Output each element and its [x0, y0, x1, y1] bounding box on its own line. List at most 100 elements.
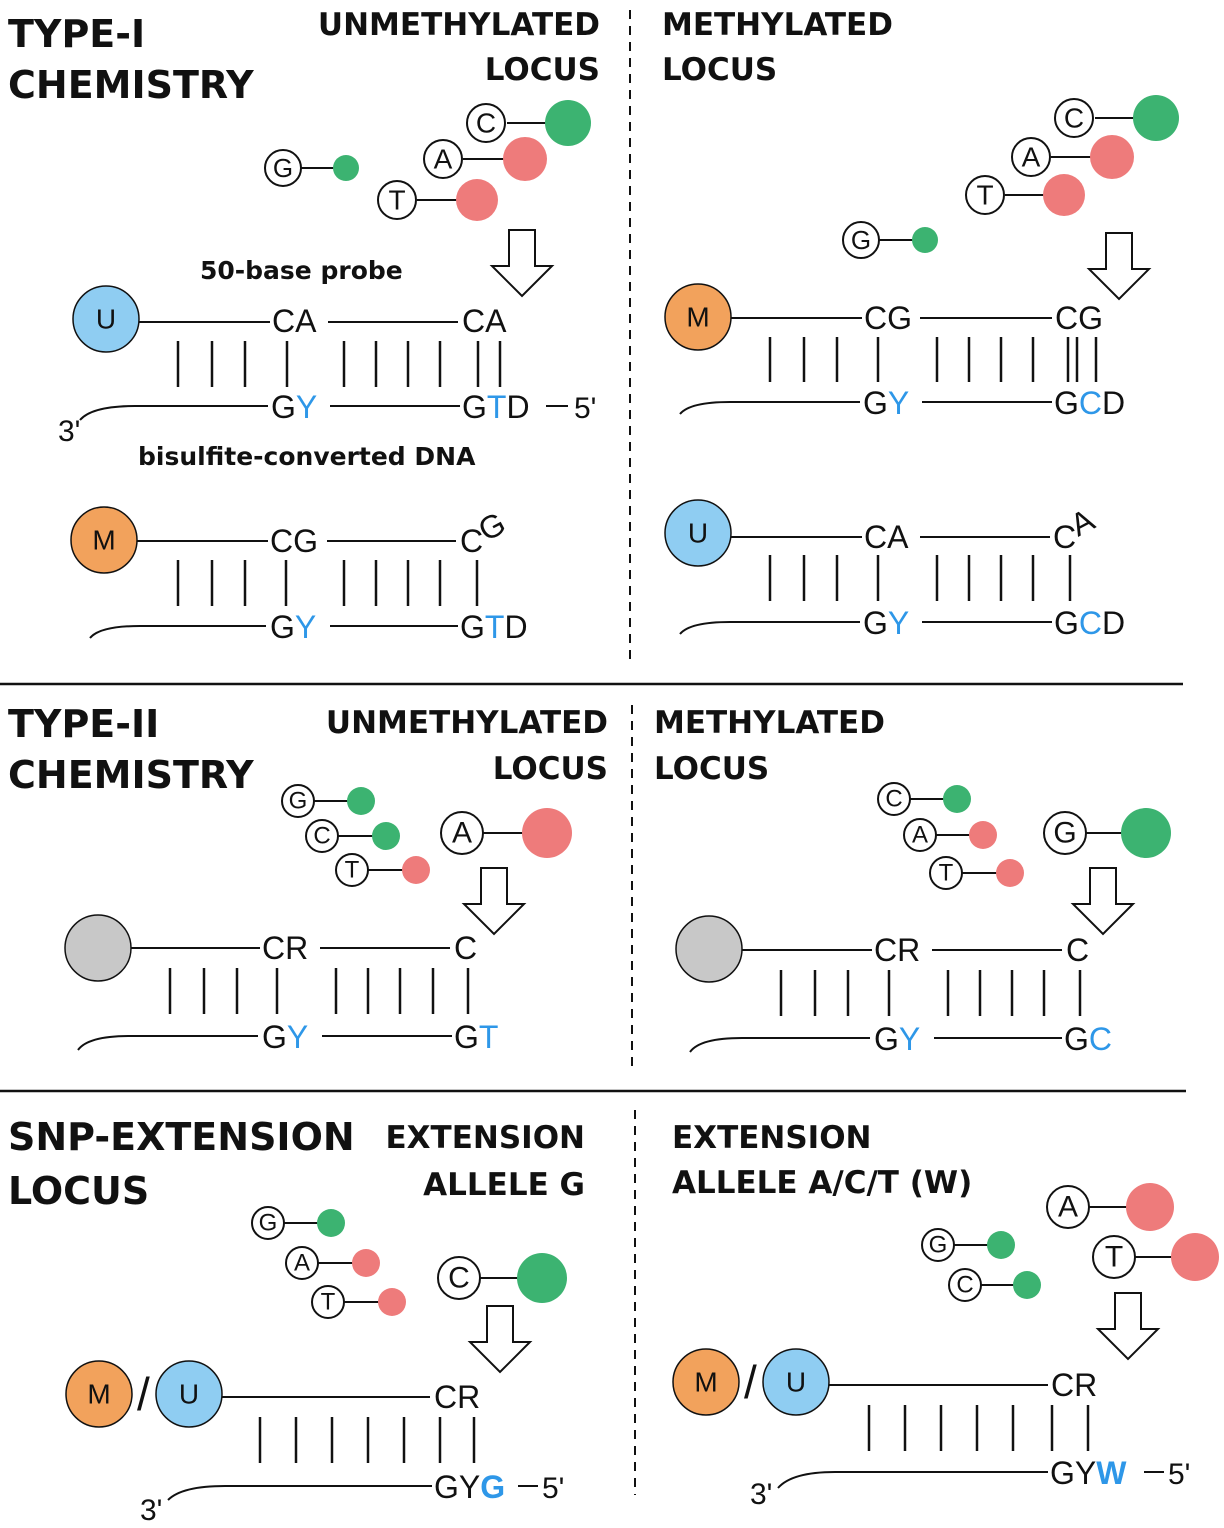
- red-dye-icon: [1043, 174, 1085, 216]
- type2-left-arrow-icon: [463, 867, 525, 935]
- type1-title-line2: CHEMISTRY: [8, 63, 254, 107]
- dna-base-a: GY: [262, 1019, 308, 1055]
- type2-right-nucleotide-t: T: [929, 856, 1024, 890]
- snp-right-nucleotide-c: C: [948, 1268, 1041, 1302]
- snp-right-nucleotide-g: G: [921, 1228, 1015, 1262]
- dna-base: GYW: [1050, 1455, 1127, 1491]
- bead-slash: /: [744, 1356, 757, 1408]
- green-dye-icon: [912, 227, 938, 253]
- probe-base-a: CA: [272, 303, 317, 339]
- type1-right-nucleotide-a: A: [1011, 135, 1134, 179]
- bead-u-icon: [762, 1348, 830, 1416]
- svg-text:T: T: [1105, 1241, 1123, 1274]
- type1-probe-label: 50-base probe: [200, 256, 403, 285]
- probe-base-b1: C: [1053, 519, 1076, 555]
- type2-title-line1: TYPE-II: [8, 702, 159, 746]
- snp-right-nucleotide-a: A: [1046, 1183, 1174, 1231]
- probe-base: CR: [1051, 1367, 1097, 1403]
- dna-base-b: GTD: [462, 389, 530, 425]
- type1-left-header-line1: UNMETHYLATED: [318, 7, 600, 43]
- red-dye-icon: [503, 137, 547, 181]
- snp-right-duplex: M / U CR 3' GYW 5': [672, 1348, 1190, 1511]
- svg-text:C: C: [885, 786, 902, 813]
- svg-text:U: U: [96, 304, 116, 335]
- dna-base-a: GY: [270, 609, 316, 645]
- snp-left-nucleotide-g: G: [251, 1206, 345, 1240]
- svg-text:A: A: [912, 822, 928, 849]
- dna-end-5: 5': [1168, 1458, 1190, 1491]
- probe-base-a: CG: [864, 300, 912, 336]
- dna-end-5: 5': [574, 392, 596, 425]
- type1-left-nucleotide-c: C: [466, 100, 591, 146]
- type2-left-duplex: CR C GY GT: [64, 914, 498, 1055]
- svg-text:A: A: [452, 817, 472, 850]
- type1-right-arrow-icon: [1088, 232, 1150, 300]
- snp-right-header-line1: EXTENSION: [672, 1120, 872, 1156]
- bead-m-icon: [672, 1348, 740, 1416]
- red-dye-icon: [996, 859, 1024, 887]
- type2-right-header-line1: METHYLATED: [654, 705, 885, 741]
- svg-text:A: A: [1022, 142, 1041, 173]
- snp-left-arrow-icon: [469, 1305, 531, 1373]
- dna-end-3: 3': [140, 1494, 162, 1527]
- red-dye-icon: [378, 1288, 406, 1316]
- red-dye-icon: [969, 821, 997, 849]
- svg-text:T: T: [976, 180, 993, 211]
- snp-right-header-line2: ALLELE A/C/T (W): [672, 1165, 972, 1201]
- green-dye-icon: [987, 1231, 1015, 1259]
- svg-text:G: G: [1053, 817, 1076, 850]
- type2-right-arrow-icon: [1072, 867, 1134, 935]
- svg-text:A: A: [434, 144, 453, 175]
- bead-u-icon: [72, 285, 140, 353]
- red-dye-icon: [1126, 1183, 1174, 1231]
- green-dye-icon: [317, 1209, 345, 1237]
- type2-left-header-line1: UNMETHYLATED: [326, 705, 608, 741]
- snp-left-nucleotide-c: C: [437, 1253, 567, 1303]
- type1-left-nucleotide-t: T: [377, 179, 498, 221]
- dna-base-b: GT: [454, 1019, 498, 1055]
- dna-end-3: 3': [58, 415, 80, 448]
- bead-u-icon: [155, 1360, 223, 1428]
- type1-left-header-line2: LOCUS: [485, 52, 600, 88]
- red-dye-icon: [352, 1249, 380, 1277]
- svg-text:C: C: [1064, 103, 1084, 134]
- green-dye-icon: [1013, 1271, 1041, 1299]
- svg-text:G: G: [929, 1232, 948, 1259]
- snp-left-header-line1: EXTENSION: [385, 1120, 585, 1156]
- dna-end-5: 5': [542, 1472, 564, 1505]
- svg-text:M: M: [92, 525, 115, 556]
- red-dye-icon: [522, 808, 572, 858]
- type2-right-duplex: CR C GY GC: [675, 915, 1112, 1057]
- svg-text:U: U: [786, 1367, 806, 1398]
- svg-text:T: T: [321, 1289, 336, 1316]
- type1-right-header-line1: METHYLATED: [662, 7, 893, 43]
- bead-neutral-icon: [64, 914, 132, 982]
- type2-left-nucleotide-t: T: [335, 853, 430, 887]
- snp-left-duplex: M / U CR 3' GYG 5': [65, 1360, 564, 1527]
- probe-base: CR: [434, 1379, 480, 1415]
- type1-left-nucleotide-a: A: [423, 137, 547, 181]
- svg-text:C: C: [476, 108, 496, 139]
- probe-base-b: C: [1066, 932, 1089, 968]
- red-dye-icon: [1171, 1233, 1219, 1281]
- dna-base-a: GY: [874, 1021, 920, 1057]
- snp-left-nucleotide-t: T: [311, 1285, 406, 1319]
- dna-base: GYG: [434, 1469, 505, 1505]
- type1-left-nucleotide-g: G: [264, 149, 359, 187]
- green-dye-icon: [1121, 808, 1171, 858]
- probe-base-a: CR: [262, 930, 308, 966]
- bead-neutral-icon: [675, 915, 743, 983]
- type1-right-nucleotide-t: T: [965, 174, 1085, 216]
- type2-right-nucleotide-g: G: [1043, 808, 1171, 858]
- green-dye-icon: [943, 785, 971, 813]
- dna-base-b: GTD: [460, 609, 528, 645]
- probe-base-b: CG: [1055, 300, 1103, 336]
- dna-base-a: GY: [863, 385, 909, 421]
- type2-left-header-line2: LOCUS: [493, 751, 608, 787]
- type1-left-bottom-duplex: M CG C G GY GTD: [70, 505, 528, 645]
- snp-title-line2: LOCUS: [8, 1169, 149, 1213]
- svg-text:U: U: [179, 1379, 199, 1410]
- svg-text:M: M: [686, 302, 709, 333]
- svg-text:C: C: [956, 1272, 973, 1299]
